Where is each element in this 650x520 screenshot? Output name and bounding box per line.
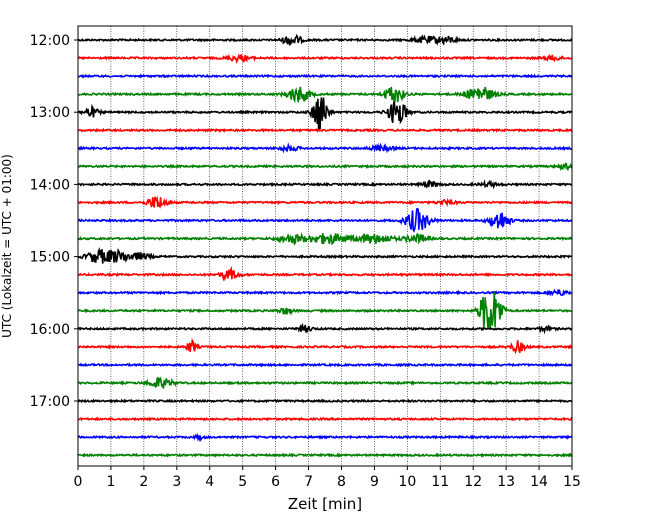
- trace-line: [77, 97, 573, 132]
- y-tick-label: 15:00: [30, 250, 70, 266]
- x-tick-label: 1: [106, 474, 115, 490]
- x-tick-label: 14: [530, 474, 548, 490]
- y-tick-label: 13:00: [30, 105, 70, 121]
- plot-frame: [77, 25, 573, 467]
- trace-line: [77, 338, 573, 355]
- axis-ticks: [74, 39, 573, 470]
- trace-line: [77, 195, 573, 209]
- trace-line: [77, 288, 573, 297]
- y-tick-label: 12:00: [30, 33, 70, 49]
- x-tick-label: 15: [563, 474, 581, 490]
- y-axis-label: UTC (Lokalzeit = UTC + 01:00): [0, 154, 14, 338]
- trace-line: [77, 33, 573, 46]
- x-tick-label: 4: [205, 474, 214, 490]
- x-tick-label: 6: [271, 474, 280, 490]
- trace-line: [77, 322, 573, 335]
- x-tick-label: 8: [337, 474, 346, 490]
- trace-line: [77, 207, 573, 233]
- y-tick-label: 14:00: [30, 177, 70, 193]
- x-axis-label: Zeit [min]: [288, 495, 362, 513]
- x-tick-label: 9: [370, 474, 379, 490]
- y-tick-label: 16:00: [30, 322, 70, 338]
- trace-line: [77, 362, 573, 368]
- trace-line: [77, 127, 573, 133]
- trace-group: [77, 33, 573, 458]
- x-tick-label: 13: [497, 474, 515, 490]
- trace-line: [77, 162, 573, 172]
- x-tick-label: 7: [304, 474, 313, 490]
- grid-lines: [110, 26, 540, 466]
- y-tick-label: 17:00: [30, 394, 70, 410]
- trace-line: [77, 416, 573, 422]
- x-tick-label: 5: [238, 474, 247, 490]
- trace-line: [77, 179, 573, 190]
- trace-line: [77, 376, 573, 389]
- x-tick-label: 11: [431, 474, 449, 490]
- x-tick-label: 3: [172, 474, 181, 490]
- x-tick-label: 2: [139, 474, 148, 490]
- trace-line: [77, 142, 573, 154]
- trace-line: [77, 86, 573, 104]
- trace-line: [78, 291, 573, 330]
- trace-line: [77, 432, 573, 442]
- trace-line: [77, 398, 573, 404]
- x-tick-label: 10: [398, 474, 416, 490]
- x-tick-label: 0: [74, 474, 83, 490]
- trace-line: [77, 73, 573, 79]
- trace-line: [77, 452, 573, 458]
- trace-line: [77, 53, 573, 64]
- trace-line: [77, 232, 573, 246]
- x-tick-label: 12: [464, 474, 482, 490]
- trace-line: [77, 246, 573, 264]
- trace-line: [77, 265, 573, 282]
